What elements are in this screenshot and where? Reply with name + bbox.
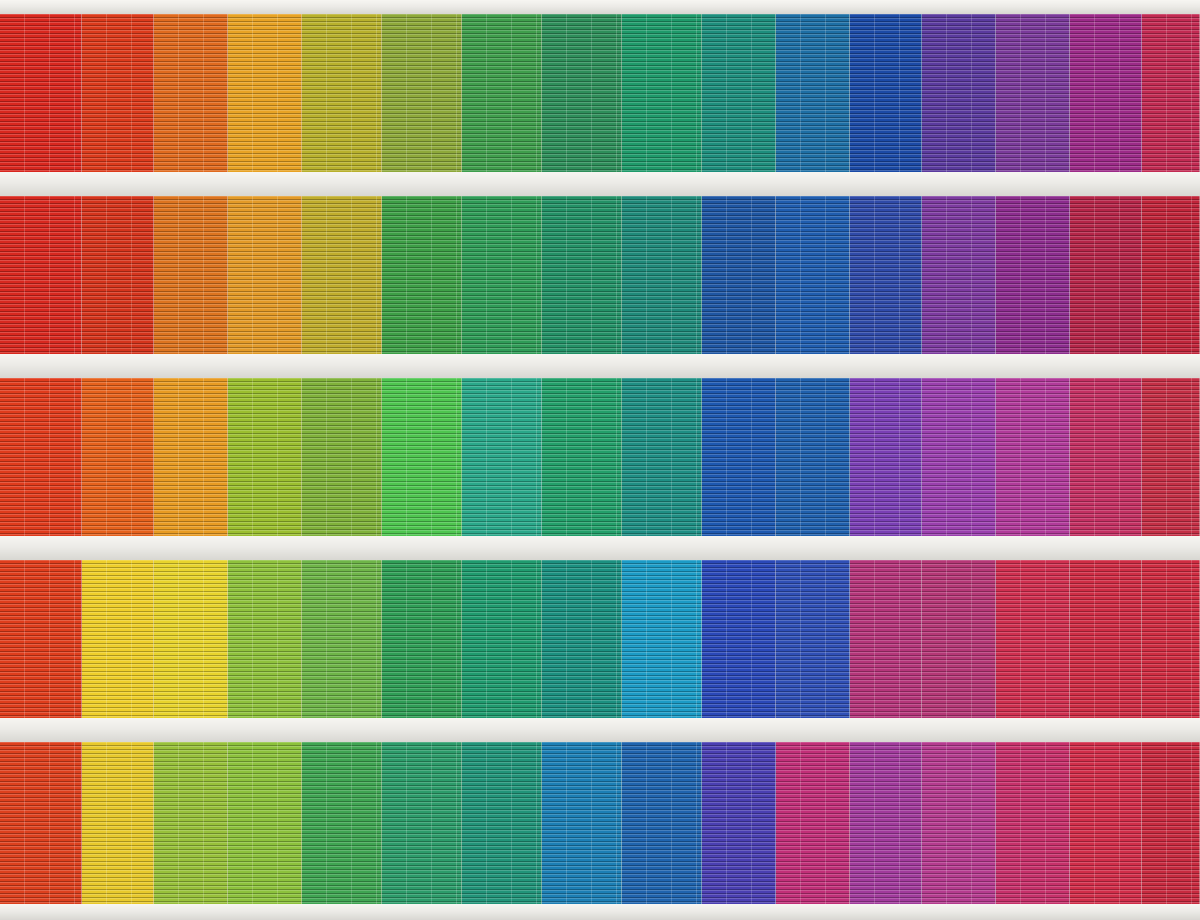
window-blind-panel [0,196,82,354]
window-blind-panel [1142,14,1200,172]
window-blind-panel [850,196,922,354]
window-blind-panel [1142,196,1200,354]
window-blind-panel [228,378,302,536]
floor-ledge-bottom [0,904,1200,920]
window-blind-panel [154,742,228,904]
window-blind-panel [82,14,154,172]
window-blind-panel [922,742,996,904]
window-blind-panel [1070,196,1142,354]
window-blind-panel [462,742,542,904]
window-blind-panel [996,378,1070,536]
window-blind-panel [154,378,228,536]
window-blind-panel [622,742,702,904]
window-blind-panel [462,196,542,354]
window-blind-panel [382,560,462,718]
window-blind-panel [82,196,154,354]
window-blind-panel [996,742,1070,904]
window-blind-panel [542,14,622,172]
window-blind-panel [1142,742,1200,904]
window-blind-panel [462,560,542,718]
window-blind-panel [996,14,1070,172]
window-blind-panel [0,14,82,172]
window-blind-panel [776,378,850,536]
window-blind-panel [622,378,702,536]
window-blind-panel [622,196,702,354]
window-blind-panel [542,196,622,354]
window-blind-panel [302,742,382,904]
window-blind-panel [922,196,996,354]
window-blind-panel [622,560,702,718]
window-blind-panel [228,196,302,354]
window-blind-panel [228,560,302,718]
window-blind-panel [382,14,462,172]
window-blind-panel [542,560,622,718]
window-blind-panel [702,378,776,536]
window-blind-panel [382,378,462,536]
floor-ledge-1 [0,172,1200,196]
window-blind-panel [1142,560,1200,718]
window-blind-panel [542,742,622,904]
window-blind-panel [622,14,702,172]
window-blind-panel [382,742,462,904]
window-blind-panel [82,560,154,718]
window-blind-panel [154,560,228,718]
floor-ledge-3 [0,536,1200,560]
window-blind-panel [302,196,382,354]
blinds-row-3 [0,378,1200,536]
blinds-row-1 [0,14,1200,172]
window-blind-panel [0,742,82,904]
window-blind-panel [702,14,776,172]
window-blind-panel [1070,378,1142,536]
window-blind-panel [228,14,302,172]
window-blind-panel [776,196,850,354]
window-blind-panel [776,14,850,172]
blinds-row-2 [0,196,1200,354]
window-blind-panel [542,378,622,536]
window-blind-panel [996,560,1070,718]
window-blind-panel [302,14,382,172]
window-blind-panel [154,14,228,172]
window-blind-panel [0,560,82,718]
window-blind-panel [1142,378,1200,536]
window-blind-panel [462,378,542,536]
window-blind-panel [154,196,228,354]
window-blind-panel [922,560,996,718]
floor-ledge-4 [0,718,1200,742]
window-blind-panel [0,378,82,536]
window-blind-panel [1070,742,1142,904]
window-blind-panel [702,560,776,718]
window-blind-panel [922,14,996,172]
window-blind-panel [922,378,996,536]
floor-ledge-2 [0,354,1200,378]
window-blind-panel [1070,14,1142,172]
blinds-row-4 [0,560,1200,718]
window-blind-panel [776,560,850,718]
window-blind-panel [302,560,382,718]
window-blind-panel [1070,560,1142,718]
blinds-row-5 [0,742,1200,904]
floor-ledge-top [0,0,1200,14]
window-blind-panel [82,742,154,904]
window-blind-panel [82,378,154,536]
window-blind-panel [228,742,302,904]
window-blind-panel [776,742,850,904]
window-blind-panel [850,378,922,536]
window-blind-panel [850,14,922,172]
window-blind-panel [996,196,1070,354]
window-blind-panel [702,742,776,904]
window-blind-panel [850,560,922,718]
window-blind-panel [462,14,542,172]
window-blind-panel [702,196,776,354]
window-blind-panel [302,378,382,536]
window-blind-panel [382,196,462,354]
window-blind-panel [850,742,922,904]
